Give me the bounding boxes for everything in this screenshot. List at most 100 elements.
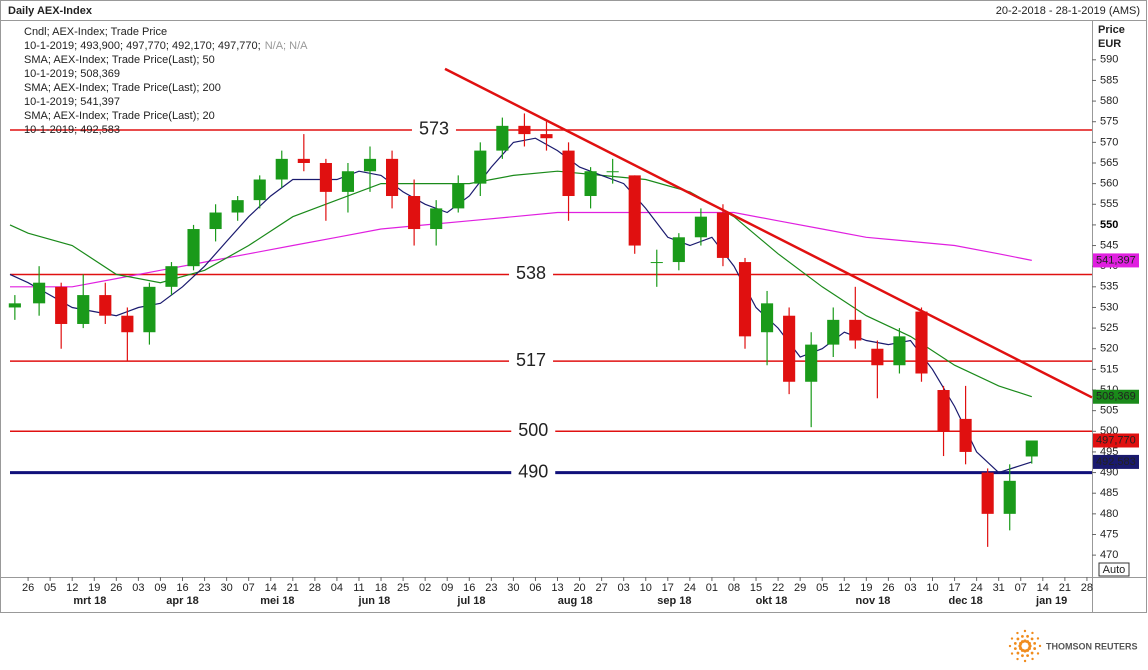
x-tick-label: 21 bbox=[1059, 582, 1071, 594]
candle-body bbox=[121, 315, 134, 333]
auto-button[interactable]: Auto bbox=[1098, 562, 1130, 577]
y-tick-label: 590 bbox=[1100, 54, 1118, 66]
y-tick-label: 575 bbox=[1100, 116, 1118, 128]
y-tick-label: 475 bbox=[1100, 528, 1118, 540]
x-tick-label: 10 bbox=[640, 582, 652, 594]
logo-dot bbox=[1010, 637, 1014, 640]
plot-area: 573 538 517 500 490 bbox=[8, 67, 1093, 547]
candle-body bbox=[738, 262, 752, 337]
x-tick-label: 18 bbox=[375, 582, 387, 594]
auto-button-box[interactable] bbox=[1098, 562, 1130, 577]
logo-dot bbox=[1023, 649, 1027, 653]
y-tick-label: 555 bbox=[1100, 198, 1118, 210]
price-label: Price bbox=[1098, 24, 1125, 36]
logo-dot bbox=[1031, 631, 1034, 635]
x-tick-label: 01 bbox=[706, 582, 718, 594]
month-label: nov 18 bbox=[856, 595, 891, 607]
logo-dot bbox=[1036, 652, 1040, 655]
auto-button-label[interactable]: Auto bbox=[1103, 564, 1126, 576]
x-tick-label: 12 bbox=[838, 582, 850, 594]
candle-body bbox=[452, 183, 465, 209]
x-tick-label: 06 bbox=[529, 582, 541, 594]
candle-body bbox=[496, 125, 509, 151]
logo-dot bbox=[1030, 637, 1034, 641]
x-tick-label: 14 bbox=[265, 582, 277, 594]
x-tick-label: 05 bbox=[816, 582, 828, 594]
chart-title: Daily AEX-Index bbox=[8, 5, 93, 17]
y-tick-label: 550 bbox=[1100, 219, 1118, 231]
legend-text: 10-1-2019; 541,397 bbox=[24, 96, 120, 108]
candle-body bbox=[827, 319, 840, 345]
legend-entry: 10-1-2019; 492,583 bbox=[24, 124, 120, 136]
candle-body bbox=[231, 200, 244, 213]
x-tick-label: 07 bbox=[1015, 582, 1027, 594]
logo-dot bbox=[1016, 657, 1019, 661]
x-tick-label: 17 bbox=[662, 582, 674, 594]
candle-body bbox=[783, 315, 796, 382]
candle-body bbox=[915, 311, 928, 374]
legend-text: SMA; AEX-Index; Trade Price(Last); 200 bbox=[24, 82, 221, 94]
candle-body bbox=[99, 295, 112, 316]
candle-body bbox=[1025, 440, 1038, 457]
candle-body bbox=[650, 262, 663, 264]
candle-body bbox=[363, 158, 377, 172]
legend-entry: 10-1-2019; 508,369 bbox=[24, 68, 120, 80]
x-tick-label: 15 bbox=[750, 582, 762, 594]
candle-body bbox=[540, 134, 553, 139]
candle-body bbox=[694, 216, 707, 238]
level-label: 517 bbox=[516, 350, 546, 370]
x-tick-label: 28 bbox=[1081, 582, 1093, 594]
x-tick-label: 23 bbox=[485, 582, 497, 594]
legend-extra: N/A; N/A bbox=[265, 40, 308, 52]
sma-line bbox=[9, 170, 1032, 398]
x-tick-label: 29 bbox=[794, 582, 806, 594]
level-label-bg bbox=[509, 352, 554, 371]
value-tag-label: 492,583 bbox=[1096, 456, 1136, 468]
candle-body bbox=[275, 158, 288, 180]
logo-dot bbox=[1030, 651, 1034, 655]
x-tick-label: 24 bbox=[971, 582, 983, 594]
candle-body bbox=[761, 303, 774, 333]
candle-body bbox=[716, 212, 730, 258]
y-tick-label: 570 bbox=[1100, 136, 1118, 148]
y-tick-label: 580 bbox=[1100, 95, 1118, 107]
y-tick-label: 525 bbox=[1100, 322, 1118, 334]
logo-dot bbox=[1016, 651, 1020, 655]
legend-text: 10-1-2019; 508,369 bbox=[24, 68, 120, 80]
candle-body bbox=[430, 208, 443, 230]
legend-entry: 10-1-2019; 541,397 bbox=[24, 96, 120, 108]
y-tick-label: 585 bbox=[1100, 74, 1118, 86]
legend-entry: 10-1-2019; 493,900; 497,770; 492,170; 49… bbox=[24, 40, 308, 52]
y-tick-label: 515 bbox=[1100, 363, 1118, 375]
level-label-bg bbox=[509, 265, 554, 284]
y-tick-label: 490 bbox=[1100, 466, 1118, 478]
x-tick-label: 04 bbox=[331, 582, 343, 594]
logo-dot bbox=[1021, 654, 1024, 658]
month-label: jan 19 bbox=[1035, 595, 1067, 607]
y-tick-label: 485 bbox=[1100, 487, 1118, 499]
logo-dot bbox=[1019, 646, 1023, 651]
logo-dot bbox=[1023, 639, 1027, 643]
candle-body bbox=[143, 286, 156, 333]
x-tick-label: 25 bbox=[397, 582, 409, 594]
value-tag bbox=[1093, 389, 1139, 404]
month-label: aug 18 bbox=[558, 595, 593, 607]
logo-dot bbox=[1010, 652, 1014, 655]
candle-body bbox=[253, 179, 266, 201]
logo-dot bbox=[1023, 659, 1027, 663]
y-tick-label: 495 bbox=[1100, 446, 1118, 458]
level-label-bg bbox=[411, 120, 456, 139]
candle-body bbox=[8, 303, 21, 308]
level-label-bg bbox=[511, 463, 556, 482]
x-tick-label: 22 bbox=[772, 582, 784, 594]
level-label: 500 bbox=[518, 420, 548, 440]
value-tag-label: 508,369 bbox=[1096, 391, 1136, 403]
legend-text: Cndl; AEX-Index; Trade Price bbox=[24, 26, 167, 38]
x-tick-label: 03 bbox=[904, 582, 916, 594]
candle-body bbox=[981, 472, 994, 514]
x-tick-label: 16 bbox=[463, 582, 475, 594]
y-tick-label: 545 bbox=[1100, 239, 1118, 251]
x-tick-label: 14 bbox=[1037, 582, 1049, 594]
